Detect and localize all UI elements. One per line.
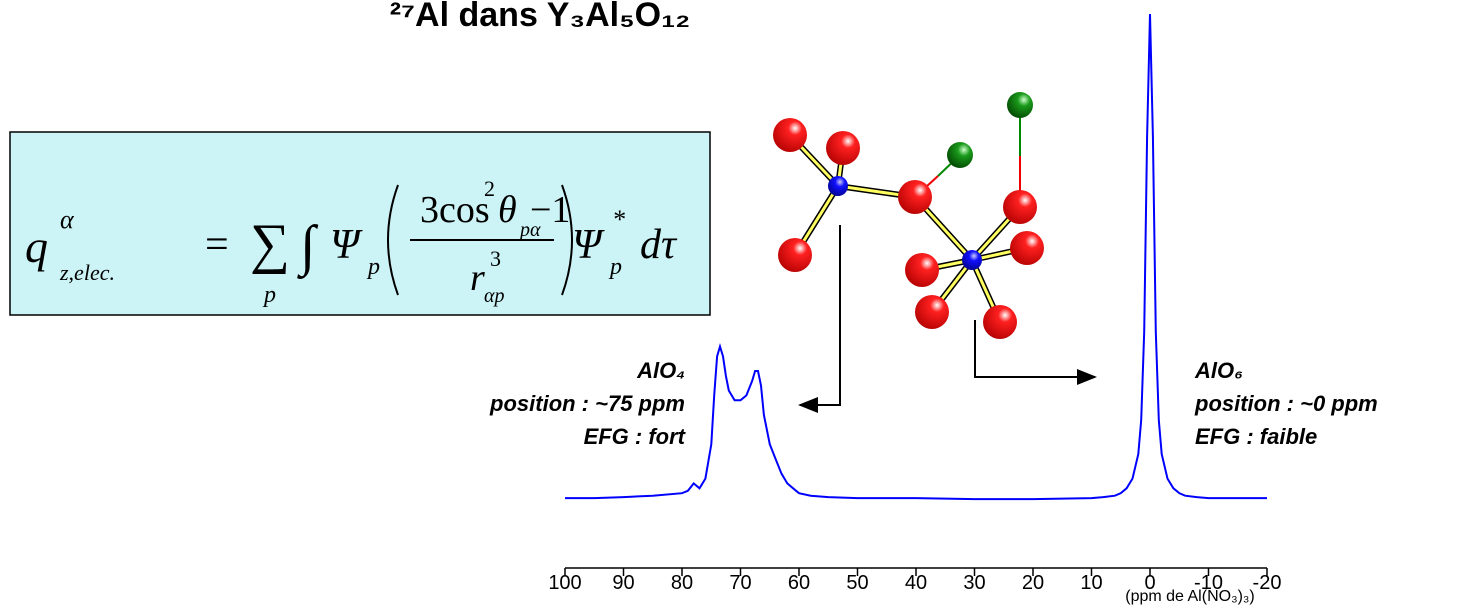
annotation: EFG : fort: [584, 424, 687, 449]
formula-part: θ: [498, 189, 517, 231]
formula-part: dτ: [640, 222, 678, 268]
formula-part: p: [366, 254, 380, 280]
annotation: position : ~75 ppm: [489, 391, 685, 416]
formula-part: q: [25, 221, 48, 272]
x-tick-label: 10: [1080, 572, 1102, 594]
slide: ²⁷Al dans Y₃Al₅O₁₂ qαz,elec.=∑p∫Ψp3cos2θ…: [0, 0, 1463, 605]
title: ²⁷Al dans Y₃Al₅O₁₂: [390, 0, 691, 34]
formula-part: 3: [490, 246, 501, 271]
annotation: AlO₄: [636, 358, 685, 383]
annotation: AlO₆: [1194, 358, 1243, 383]
formula-part: p: [608, 254, 622, 280]
annotation: EFG : faible: [1195, 424, 1317, 449]
formula-part: Ψ: [572, 222, 605, 268]
formula-part: r: [470, 257, 485, 299]
formula-box: [10, 132, 710, 315]
x-tick-label: 80: [671, 572, 693, 594]
annotation: position : ~0 ppm: [1194, 391, 1378, 416]
formula-part: −1: [530, 189, 570, 231]
x-tick-label: 70: [729, 572, 751, 594]
x-tick-label: 30: [963, 572, 985, 594]
x-tick-label: 40: [905, 572, 927, 594]
formula-part: *: [612, 205, 625, 234]
page: {"chart_data": {"type": "line", "title":…: [0, 0, 1463, 605]
formula-part: p: [262, 282, 276, 308]
x-tick-label: 20: [1022, 572, 1044, 594]
x-tick-label: 50: [846, 572, 868, 594]
formula-part: z,elec.: [59, 260, 115, 285]
formula-part: 3cos: [420, 189, 490, 231]
x-tick-label: -20: [1253, 572, 1282, 594]
x-tick-label: 100: [548, 572, 581, 594]
formula-part: α: [60, 205, 75, 234]
formula-part: 2: [484, 176, 495, 201]
formula-part: αp: [484, 285, 505, 307]
x-tick-label: 60: [788, 572, 810, 594]
molecule: [773, 92, 1044, 339]
formula-part: =: [205, 222, 229, 268]
x-axis-label: (ppm de Al(NO₃)₃): [1125, 588, 1255, 605]
annotations: AlO₄ position : ~75 ppm EFG : fort AlO₆ posi…: [489, 358, 1378, 449]
formula-part: ∑: [250, 213, 290, 275]
formula-part: Ψ: [330, 222, 363, 268]
x-tick-label: 90: [612, 572, 634, 594]
